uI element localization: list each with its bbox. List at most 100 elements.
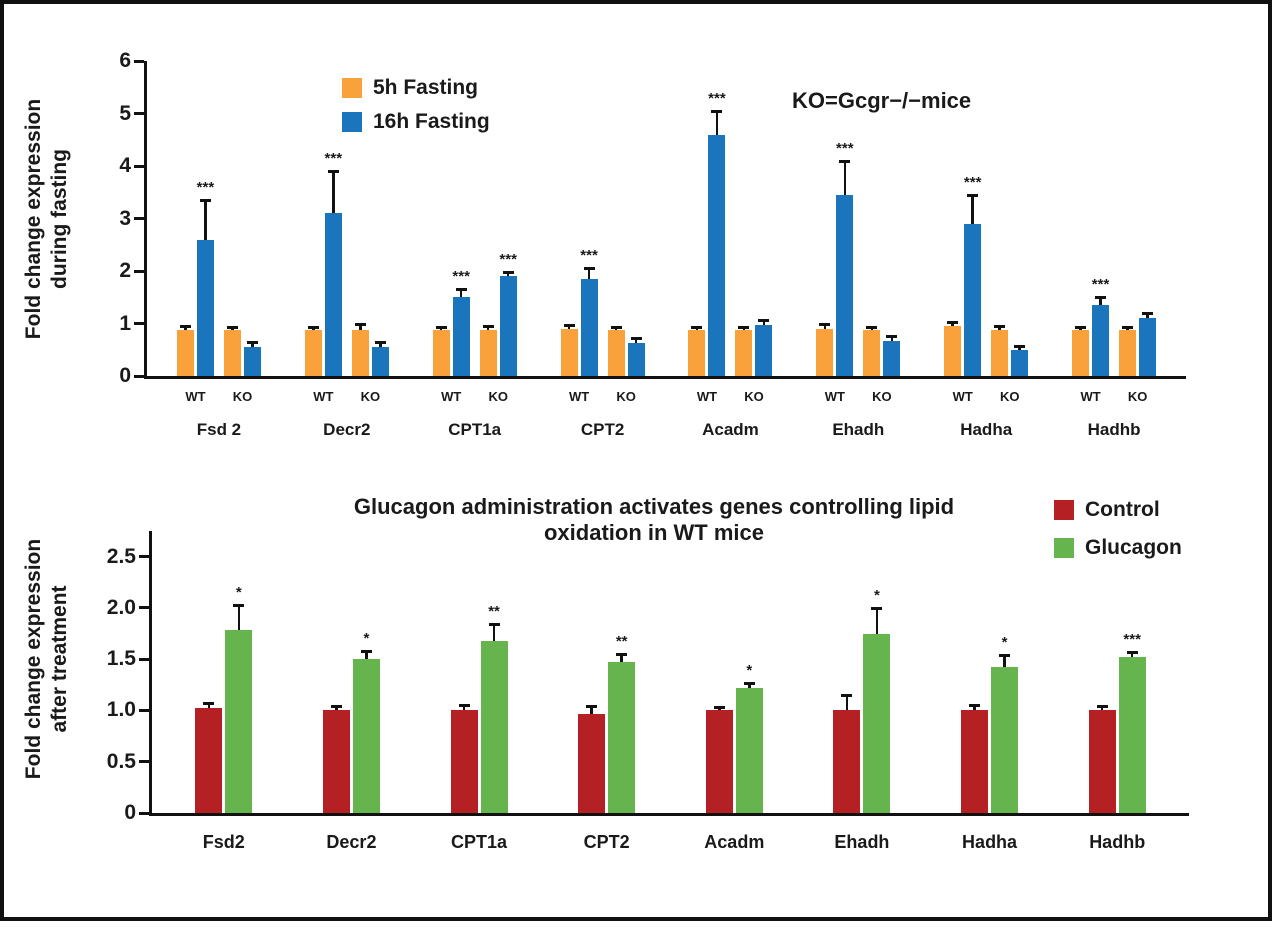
bar-rect [196,239,214,376]
legend-swatch-icon [342,78,362,98]
error-bar [887,334,897,341]
bar-rect [991,667,1019,813]
condition-label: WT [185,389,206,404]
bar-rect [833,710,861,813]
error-bar [1095,296,1105,306]
gene-label: Hadhb [1087,420,1141,439]
bar: *** [580,61,598,376]
bar: *** [1118,531,1146,813]
bar-pair: *** WT [432,61,470,404]
bar [883,61,901,376]
legend-swatch-icon [1054,500,1074,520]
error-bar [247,340,257,348]
error-bar [840,159,850,195]
gene-label: Fsd2 [202,832,245,852]
y-tick-mark [134,112,144,115]
bar-pair: *** KO [479,61,517,404]
bar [1119,61,1137,376]
bar [705,531,733,813]
bar-rect [432,329,450,376]
y-tick-label: 1.0 [106,698,136,722]
gene-label: Acadm [704,832,765,852]
bar [1088,531,1116,813]
bar-rect [836,194,854,376]
error-bar [308,326,318,330]
condition-label: WT [1080,389,1101,404]
ko-definition-annotation: KO=Gcgr−/−mice [792,88,972,113]
error-bar [872,606,882,634]
bar: * [863,531,891,813]
bar-rect [816,328,834,376]
significance-label: *** [452,268,470,286]
bar-pair: * [322,531,380,813]
significance-label: *** [324,150,343,168]
error-bar [1014,344,1025,350]
fasting-chart-y-axis: 0 1 2 3 4 5 6 [119,50,1186,387]
y-tick-mark [134,322,144,326]
error-bar [842,694,852,711]
bar-rect [607,329,625,376]
y-tick-label: 4 [119,154,131,178]
y-tick-mark [139,811,149,815]
condition-label: WT [696,389,718,404]
bar-pair: *** WT [560,61,598,404]
bar-rect [1139,318,1157,376]
bar-rect [480,640,508,813]
bar-rect [371,347,389,376]
bar [961,531,989,813]
bar [371,61,389,376]
bar-group: * Hadha [961,531,1019,852]
bar-rect [352,659,380,813]
error-bar [969,704,979,711]
legend-label: 5h Fasting [373,76,479,99]
gene-label: Decr2 [326,832,377,852]
error-bar [744,681,754,688]
bar [176,61,194,376]
bar-group: *** WT KO Hadha [944,61,1029,439]
bar-pair: *** [1088,531,1146,813]
y-tick-mark [134,59,144,63]
error-bar [999,654,1009,668]
glucagon-chart-bars: * Fsd2 * Decr2 ** CPT1a ** CPT2 * Acadm * Ehadh * Had… [152,531,1189,852]
bar-rect [627,343,645,376]
bar-group: * Decr2 [322,531,380,852]
bar-rect [1011,349,1029,376]
bar-rect [1092,305,1110,376]
bar: *** [1092,61,1109,376]
bar-pair: * [961,531,1019,813]
bar-rect [735,329,753,376]
bar [243,61,261,376]
bar [1072,61,1090,376]
bar-rect [351,329,369,376]
gene-label: CPT2 [580,420,625,439]
bar-rect [452,297,470,376]
condition-label: KO [744,389,764,404]
error-bar [820,322,830,329]
bar-rect [1072,329,1090,376]
fasting-chart-y-axis-label: Fold change expression during fasting [22,98,72,340]
bar [607,61,625,376]
significance-label: * [235,583,242,601]
significance-label: *** [708,89,726,107]
error-bar [375,340,385,348]
error-bar [564,323,574,329]
significance-label: ** [615,633,628,651]
bar-group: *** WT KO CPT2 [560,61,645,439]
gene-label: Ehadh [834,832,890,852]
bar-pair: * [833,531,891,813]
legend-item: 16h Fasting [342,110,490,134]
glucagon-chart-legend: Control Glucagon [1054,498,1182,560]
significance-label: *** [196,179,215,197]
y-tick-label: 2.0 [106,595,136,619]
y-tick-mark [139,555,149,559]
bar [627,61,645,376]
y-tick-label: 0.5 [106,749,136,773]
bar-rect [243,347,261,376]
bar [351,61,369,376]
error-bar [947,320,958,327]
bar-rect [608,662,636,813]
error-bar [611,326,621,330]
y-tick-label: 0 [124,801,136,824]
bar-group: *** WT *** KO CPT1a [432,61,517,439]
bar-rect [578,713,606,813]
